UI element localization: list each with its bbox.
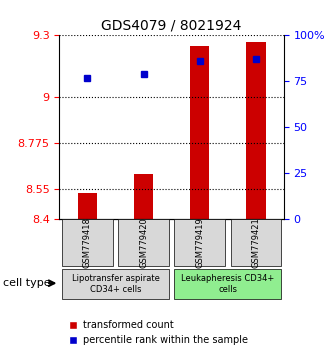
FancyBboxPatch shape xyxy=(174,219,225,266)
FancyBboxPatch shape xyxy=(62,269,169,299)
Text: GSM779419: GSM779419 xyxy=(195,217,204,268)
Bar xyxy=(190,46,210,219)
Text: Leukapheresis CD34+
cells: Leukapheresis CD34+ cells xyxy=(181,274,274,294)
Bar xyxy=(78,193,97,219)
FancyBboxPatch shape xyxy=(174,269,281,299)
Text: GSM779421: GSM779421 xyxy=(251,217,260,268)
Bar xyxy=(246,41,266,219)
Legend: transformed count, percentile rank within the sample: transformed count, percentile rank withi… xyxy=(64,316,251,349)
FancyBboxPatch shape xyxy=(230,219,281,266)
Text: cell type: cell type xyxy=(3,278,51,288)
Text: GSM779420: GSM779420 xyxy=(139,217,148,268)
FancyBboxPatch shape xyxy=(62,219,113,266)
Text: GSM779418: GSM779418 xyxy=(83,217,92,268)
Bar xyxy=(134,175,153,219)
Title: GDS4079 / 8021924: GDS4079 / 8021924 xyxy=(101,19,242,33)
Text: Lipotransfer aspirate
CD34+ cells: Lipotransfer aspirate CD34+ cells xyxy=(72,274,159,294)
FancyBboxPatch shape xyxy=(118,219,169,266)
